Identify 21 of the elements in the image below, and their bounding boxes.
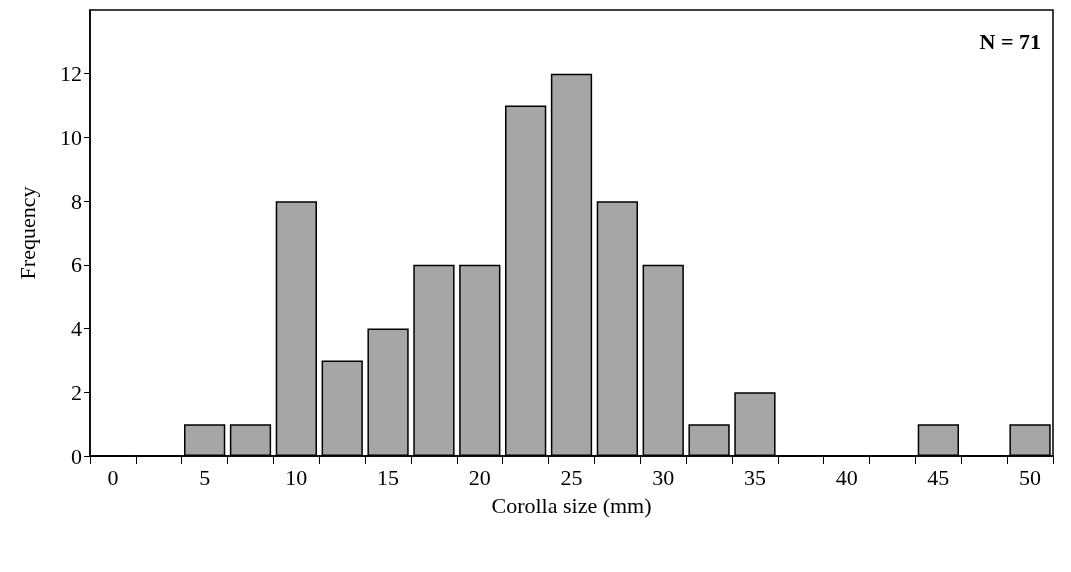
y-tick-label: 2: [71, 379, 82, 405]
y-tick-label: 4: [71, 316, 82, 342]
y-axis-title: Frequency: [14, 186, 40, 280]
x-tick-label: 25: [560, 464, 583, 490]
x-tick-label: 15: [377, 464, 400, 490]
x-tick-label: 0: [107, 464, 119, 490]
x-tick-label: 20: [468, 464, 491, 490]
x-tick-label: 10: [285, 464, 308, 490]
y-tick-label: 8: [71, 188, 82, 214]
x-tick-label: 30: [652, 464, 675, 490]
annotation: N = 71: [979, 28, 1042, 54]
x-tick-label: 35: [743, 464, 766, 490]
x-tick-label: 50: [1019, 464, 1042, 490]
y-tick-label: 10: [60, 124, 82, 150]
y-tick-label: 6: [71, 252, 82, 278]
y-tick-label: 0: [71, 443, 82, 469]
x-tick-label: 45: [927, 464, 950, 490]
x-tick-label: 5: [199, 464, 211, 490]
x-axis-title: Corolla size (mm): [491, 492, 652, 518]
y-tick-label: 12: [60, 61, 82, 87]
x-tick-label: 40: [835, 464, 858, 490]
